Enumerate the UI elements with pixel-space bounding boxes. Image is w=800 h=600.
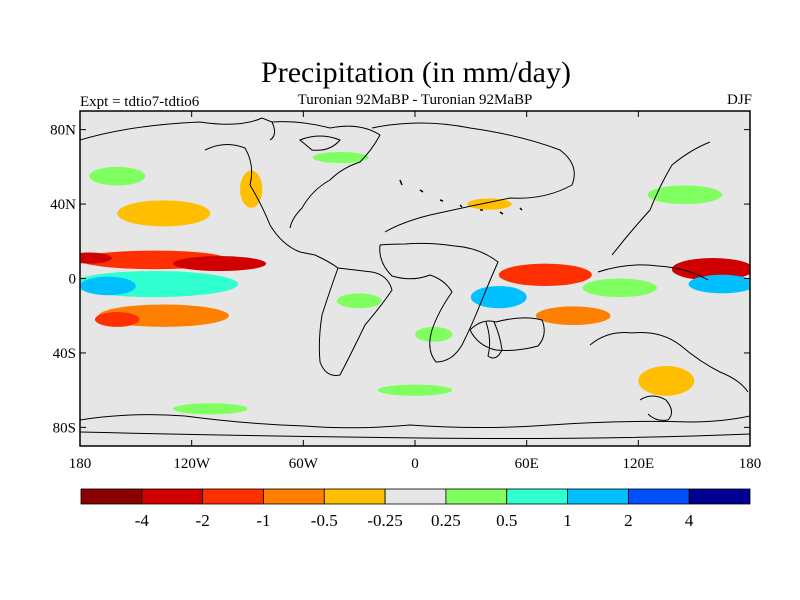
anomaly-region-14 [671, 258, 750, 281]
colorbar-label-2: -1 [256, 511, 270, 530]
colorbar-label-3: -0.5 [311, 511, 338, 530]
colorbar-label-9: 4 [685, 511, 694, 530]
anomaly-region-8 [89, 166, 146, 186]
anomaly-region-4 [80, 276, 136, 296]
anomaly-region-7 [117, 200, 211, 227]
y-tick-label-0: 80N [50, 123, 76, 139]
y-tick-label-4: 80S [53, 420, 76, 436]
anomaly-region-6 [94, 312, 140, 327]
anomaly-region-13 [582, 278, 657, 298]
colorbar-swatch-8 [567, 488, 629, 505]
colorbar-swatch-5 [384, 488, 447, 505]
anomaly-region-9 [240, 170, 263, 208]
anomaly-region-15 [688, 274, 750, 294]
colorbar-swatch-9 [627, 488, 690, 505]
x-tick-label-3: 0 [411, 456, 419, 472]
x-tick-label-5: 120E [622, 456, 654, 472]
anomaly-region-1 [173, 256, 267, 272]
anomaly-region-11 [470, 285, 527, 309]
colorbar-label-8: 2 [624, 511, 633, 530]
anomaly-region-19 [336, 293, 382, 309]
anomaly-region-18 [467, 198, 512, 210]
colorbar-swatch-0 [80, 488, 143, 505]
chart-title: Precipitation (in mm/day) [261, 56, 571, 89]
y-tick-label-1: 40N [50, 197, 76, 213]
x-tick-label-2: 60W [289, 456, 319, 472]
experiment-label: Expt = tdtio7-tdtio6 [80, 94, 200, 110]
anomaly-region-10 [498, 263, 592, 286]
anomaly-region-22 [312, 151, 369, 164]
y-tick-label-3: 40S [53, 346, 76, 362]
colorbar-swatch-3 [263, 488, 325, 505]
colorbar-swatch-4 [323, 488, 386, 505]
colorbar-label-0: -4 [135, 511, 150, 530]
x-tick-label-6: 180 [739, 456, 762, 472]
period-label: Turonian 92MaBP - Turonian 92MaBP [298, 92, 533, 108]
colorbar-label-4: -0.25 [367, 511, 402, 530]
anomaly-region-17 [647, 185, 723, 205]
anomaly-region-20 [377, 384, 453, 396]
anomaly-region-23 [415, 326, 453, 342]
anomaly-region-21 [173, 403, 248, 415]
colorbar-swatch-7 [506, 488, 568, 505]
anomaly-region-12 [535, 306, 611, 326]
y-tick-label-2: 0 [69, 272, 77, 288]
anomaly-region-2 [80, 252, 112, 264]
x-tick-label-0: 180 [69, 456, 92, 472]
colorbar-label-7: 1 [563, 511, 572, 530]
colorbar-swatch-6 [445, 488, 508, 505]
x-tick-label-4: 60E [515, 456, 539, 472]
colorbar-label-6: 0.5 [496, 511, 517, 530]
x-tick-label-1: 120W [173, 456, 211, 472]
coastlines [80, 117, 750, 439]
season-label: DJF [727, 92, 752, 108]
colorbar-label-1: -2 [196, 511, 210, 530]
colorbar-swatch-1 [141, 488, 204, 505]
colorbar-swatch-10 [688, 488, 751, 505]
anomaly-region-16 [638, 365, 695, 396]
colorbar-swatch-2 [202, 488, 264, 505]
colorbar-label-5: 0.25 [431, 511, 461, 530]
